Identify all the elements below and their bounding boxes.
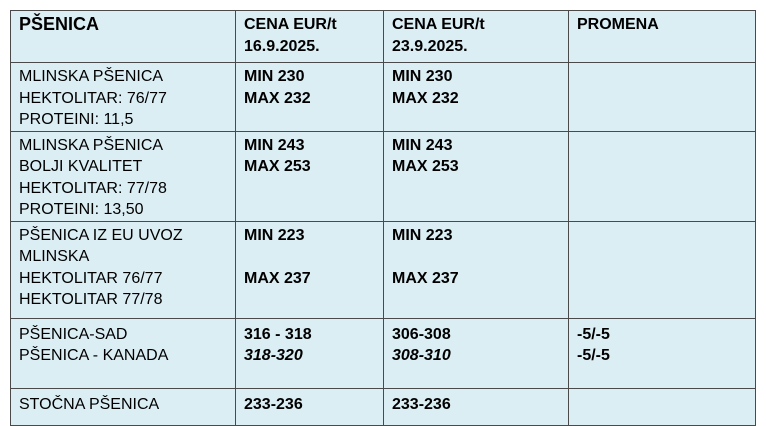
header-cell: PŠENICA [10, 10, 236, 63]
price-text: MIN 243 [244, 136, 305, 154]
product-text: MLINSKA PŠENICA [19, 68, 164, 85]
price-cell: MIN 223 MAX 237 [235, 220, 384, 319]
price-text: MAX 237 [244, 269, 311, 287]
product-text: STOČNA PŠENICA [19, 395, 160, 413]
header-text: CENA EUR/t [244, 16, 337, 33]
page: html, body { margin: 0; padding: 0; widt… [10, 10, 756, 426]
header-text: 23.9.2025. [392, 37, 468, 55]
header-row: PŠENICA CENA EUR/t 16.9.2025. CENA EUR/t 2… [10, 10, 756, 63]
change-text: -5/-5 [577, 325, 610, 343]
price-cell: 233-236 [383, 387, 569, 426]
price-cell: MIN 230 MAX 232 [383, 62, 569, 132]
header-cell: PROMENA [568, 10, 756, 63]
header-cell: CENA EUR/t 16.9.2025. [235, 10, 384, 63]
price-text: 233-236 [392, 395, 451, 413]
product-cell: PŠENICA-SAD PŠENICA - KANADA [10, 317, 236, 389]
price-text: MAX 232 [244, 89, 311, 107]
header-cell: CENA EUR/t 23.9.2025. [383, 10, 569, 63]
product-text: HEKTOLITAR: 77/78 [19, 179, 167, 197]
price-text: MIN 230 [244, 68, 305, 85]
price-text: MAX 253 [392, 158, 459, 175]
product-text: PŠENICA-SAD [19, 325, 128, 343]
product-text: PŠENICA IZ EU UVOZ [19, 226, 183, 244]
header-text: PROMENA [577, 16, 659, 33]
price-text: MAX 232 [392, 89, 459, 107]
change-cell: -5/-5 -5/-5 [568, 317, 756, 389]
row: MLINSKA PŠENICA BOLJI KVALITET HEKTOLITAR:… [10, 130, 756, 222]
product-cell: STOČNA PŠENICA [10, 387, 236, 426]
row: STOČNA PŠENICA 233-236 233-236 [10, 387, 756, 426]
product-text: HEKTOLITAR: 76/77 [19, 89, 167, 107]
change-text: -5/-5 [577, 347, 610, 364]
row: PŠENICA-SAD PŠENICA - KANADA 316 - 318 318… [10, 317, 756, 389]
price-cell: 306-308 308-310 [383, 317, 569, 389]
header-text: 16.9.2025. [244, 37, 320, 55]
price-text: MAX 237 [392, 269, 459, 287]
price-text: MIN 223 [244, 226, 305, 244]
price-cell: MIN 230 MAX 232 [235, 62, 384, 132]
price-cell: MIN 243 MAX 253 [383, 130, 569, 222]
price-text: 308-310 [392, 347, 451, 364]
change-cell [568, 387, 756, 426]
price-text: 316 - 318 [244, 325, 312, 343]
product-text: HEKTOLITAR 76/77 [19, 269, 163, 287]
price-text: MIN 230 [392, 68, 453, 85]
price-cell: MIN 223 MAX 237 [383, 220, 569, 319]
header-text: PŠENICA [19, 14, 100, 34]
price-text: 306-308 [392, 325, 451, 343]
price-cell: 233-236 [235, 387, 384, 426]
price-text: 233-236 [244, 395, 303, 413]
price-table: PŠENICA CENA EUR/t 16.9.2025. CENA EUR/t 2… [10, 10, 756, 426]
product-text: PŠENICA - KANADA [19, 347, 169, 364]
price-text: 318-320 [244, 347, 303, 364]
row: PŠENICA IZ EU UVOZ MLINSKA HEKTOLITAR 76/7… [10, 220, 756, 319]
price-cell: 316 - 318 318-320 [235, 317, 384, 389]
product-text: MLINSKA PŠENICA [19, 136, 164, 154]
header-text: CENA EUR/t [392, 16, 485, 33]
change-cell [568, 62, 756, 132]
price-cell: MIN 243 MAX 253 [235, 130, 384, 222]
product-text: HEKTOLITAR 77/78 [19, 291, 163, 308]
product-cell: PŠENICA IZ EU UVOZ MLINSKA HEKTOLITAR 76/7… [10, 220, 236, 319]
page-body: {"table": { "header": [ ["PŠENICA"], ["C… [10, 10, 756, 426]
change-cell [568, 220, 756, 319]
price-text: MIN 223 [392, 226, 453, 244]
price-text: MIN 243 [392, 136, 453, 154]
change-cell [568, 130, 756, 222]
price-text: MAX 253 [244, 158, 311, 175]
product-text: BOLJI KVALITET [19, 158, 143, 175]
product-text: PROTEINI: 11,5 [19, 111, 134, 128]
product-text: PROTEINI: 13,50 [19, 201, 144, 218]
product-cell: MLINSKA PŠENICA BOLJI KVALITET HEKTOLITAR:… [10, 130, 236, 222]
product-text: MLINSKA [19, 248, 90, 265]
row: MLINSKA PŠENICA HEKTOLITAR: 76/77 PROTEINI… [10, 62, 756, 132]
product-cell: MLINSKA PŠENICA HEKTOLITAR: 76/77 PROTEINI… [10, 62, 236, 132]
